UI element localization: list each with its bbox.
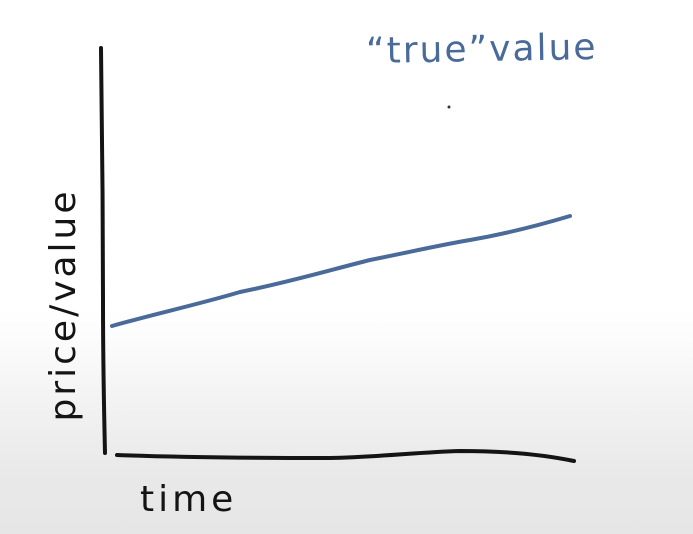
- true-value-line: [110, 214, 572, 328]
- x-axis: [115, 448, 576, 463]
- y-axis: [99, 46, 107, 455]
- y-axis-label: price/value: [43, 188, 84, 422]
- stray-dot: [447, 105, 451, 109]
- x-axis-label: time: [140, 479, 238, 520]
- true-value-label: “true”value: [365, 26, 598, 73]
